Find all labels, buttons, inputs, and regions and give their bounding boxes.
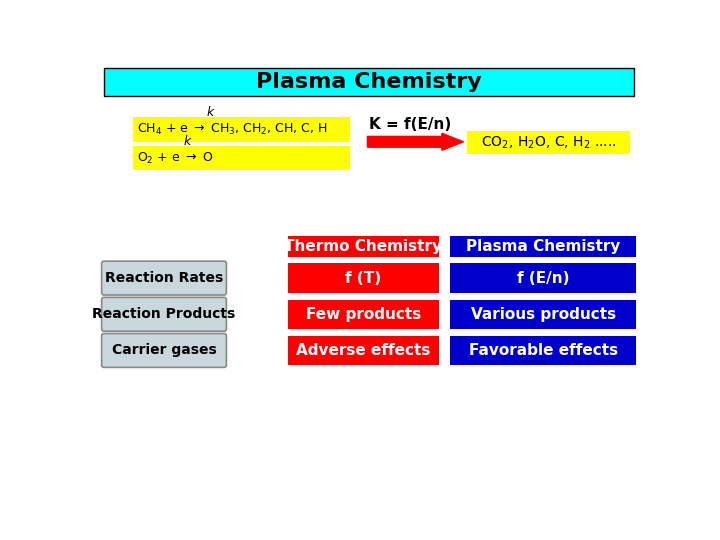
- Text: Favorable effects: Favorable effects: [469, 343, 618, 358]
- FancyBboxPatch shape: [104, 68, 634, 96]
- FancyBboxPatch shape: [451, 236, 636, 257]
- FancyBboxPatch shape: [451, 264, 636, 293]
- Text: Thermo Chemistry: Thermo Chemistry: [284, 239, 442, 254]
- FancyBboxPatch shape: [132, 146, 350, 170]
- Text: CH$_4$ + e $\rightarrow$ CH$_3$, CH$_2$, CH, C, H: CH$_4$ + e $\rightarrow$ CH$_3$, CH$_2$,…: [138, 122, 328, 137]
- Text: f (T): f (T): [345, 271, 382, 286]
- Text: Reaction Rates: Reaction Rates: [105, 271, 223, 285]
- Text: k: k: [184, 135, 191, 148]
- Text: Plasma Chemistry: Plasma Chemistry: [256, 72, 482, 92]
- FancyBboxPatch shape: [102, 334, 226, 367]
- Text: O$_2$ + e $\rightarrow$ O: O$_2$ + e $\rightarrow$ O: [138, 151, 214, 166]
- Text: Adverse effects: Adverse effects: [296, 343, 431, 358]
- Polygon shape: [367, 133, 464, 150]
- Text: CO$_2$, H$_2$O, C, H$_2$ .....: CO$_2$, H$_2$O, C, H$_2$ .....: [481, 134, 616, 151]
- FancyBboxPatch shape: [132, 117, 350, 142]
- Text: Plasma Chemistry: Plasma Chemistry: [466, 239, 621, 254]
- FancyBboxPatch shape: [467, 131, 630, 154]
- FancyBboxPatch shape: [102, 261, 226, 295]
- Text: Various products: Various products: [471, 307, 616, 322]
- FancyBboxPatch shape: [287, 236, 438, 257]
- FancyBboxPatch shape: [287, 264, 438, 293]
- Text: Carrier gases: Carrier gases: [112, 343, 217, 357]
- FancyBboxPatch shape: [287, 300, 438, 329]
- Text: K = f(E/n): K = f(E/n): [369, 117, 451, 132]
- FancyBboxPatch shape: [287, 336, 438, 365]
- Text: Few products: Few products: [305, 307, 420, 322]
- Text: f (E/n): f (E/n): [517, 271, 570, 286]
- Text: k: k: [207, 106, 214, 119]
- FancyBboxPatch shape: [451, 336, 636, 365]
- Text: Reaction Products: Reaction Products: [92, 307, 235, 321]
- FancyBboxPatch shape: [451, 300, 636, 329]
- FancyBboxPatch shape: [102, 298, 226, 331]
